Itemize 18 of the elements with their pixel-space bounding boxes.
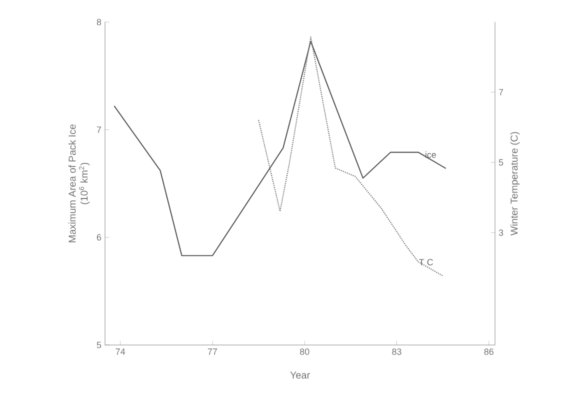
x-tick-label: 74 bbox=[116, 348, 126, 355]
line-series bbox=[258, 36, 444, 276]
series-label: ice bbox=[426, 151, 436, 158]
y-tick-label: 7 bbox=[96, 126, 102, 133]
x-tick-label: 77 bbox=[208, 348, 218, 355]
series-label: T C bbox=[419, 258, 433, 266]
y2-tick-label: 5 bbox=[498, 159, 504, 166]
line-series bbox=[114, 40, 446, 256]
y-tick-label: 8 bbox=[96, 18, 102, 26]
y2-axis-title: Winter Temperature (C) bbox=[510, 132, 520, 236]
x-tick-label: 86 bbox=[484, 348, 494, 355]
y2-tick-label: 7 bbox=[498, 89, 504, 96]
x-tick-label: 80 bbox=[300, 348, 310, 355]
x-axis-title: Year bbox=[290, 372, 310, 379]
y-tick-label: 6 bbox=[96, 234, 102, 241]
y2-tick-label: 3 bbox=[498, 229, 504, 236]
x-tick-label: 83 bbox=[392, 348, 402, 355]
y-tick-label: 5 bbox=[96, 342, 102, 348]
